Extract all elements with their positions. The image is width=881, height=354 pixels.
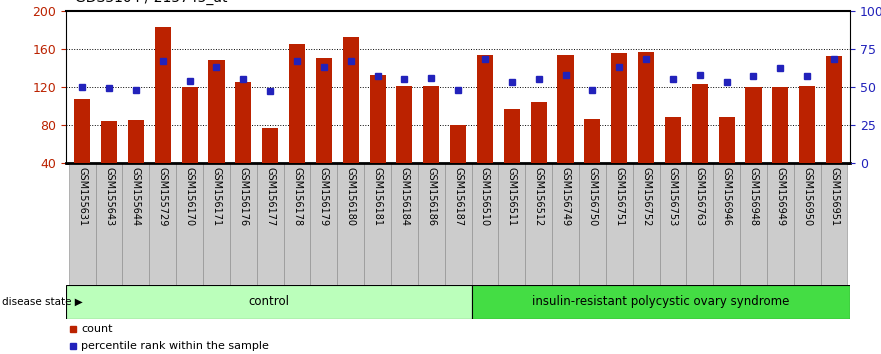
Text: GSM156177: GSM156177 (265, 166, 275, 226)
Bar (773, 87, 788, 201)
Bar (101, 121, 117, 201)
Text: GSM155644: GSM155644 (131, 166, 141, 225)
Bar (284, 163, 310, 285)
Bar (262, 128, 278, 201)
Text: GSM156180: GSM156180 (345, 166, 356, 225)
Bar (66, 285, 471, 319)
Bar (364, 163, 391, 285)
Text: disease state ▶: disease state ▶ (2, 297, 83, 307)
Text: GSM156753: GSM156753 (668, 166, 678, 226)
Text: GSM156763: GSM156763 (695, 166, 705, 225)
Text: GSM156181: GSM156181 (373, 166, 382, 225)
Bar (396, 86, 412, 201)
Bar (369, 75, 386, 201)
Bar (310, 163, 337, 285)
Bar (740, 163, 767, 285)
Text: GSM156184: GSM156184 (399, 166, 410, 225)
Text: GSM156511: GSM156511 (507, 166, 517, 225)
Bar (745, 87, 761, 201)
Text: GSM156750: GSM156750 (588, 166, 597, 226)
Text: GSM156170: GSM156170 (185, 166, 195, 225)
Bar (820, 163, 848, 285)
Text: GSM156946: GSM156946 (722, 166, 731, 225)
Bar (181, 87, 197, 201)
Text: control: control (248, 295, 289, 308)
Text: count: count (81, 324, 113, 334)
Bar (235, 82, 251, 201)
Bar (638, 52, 654, 201)
Bar (504, 109, 520, 201)
Bar (471, 285, 850, 319)
Text: GSM156752: GSM156752 (641, 166, 651, 226)
Bar (499, 163, 525, 285)
Text: GSM156951: GSM156951 (829, 166, 839, 225)
Text: GSM156179: GSM156179 (319, 166, 329, 225)
Bar (579, 163, 606, 285)
Text: insulin-resistant polycystic ovary syndrome: insulin-resistant polycystic ovary syndr… (532, 295, 789, 308)
Bar (633, 163, 660, 285)
Bar (767, 163, 794, 285)
Bar (96, 163, 122, 285)
Bar (176, 163, 203, 285)
Bar (74, 99, 90, 201)
Text: GSM156949: GSM156949 (775, 166, 785, 225)
Bar (584, 119, 601, 201)
Text: GSM155729: GSM155729 (158, 166, 167, 226)
Bar (471, 163, 499, 285)
Bar (418, 163, 445, 285)
Text: GSM156176: GSM156176 (238, 166, 248, 225)
Bar (826, 56, 842, 201)
Bar (445, 163, 471, 285)
Text: GSM155631: GSM155631 (78, 166, 87, 225)
Text: GSM156178: GSM156178 (292, 166, 302, 225)
Bar (530, 102, 547, 201)
Bar (686, 163, 714, 285)
Bar (155, 27, 171, 201)
Bar (69, 163, 96, 285)
Bar (149, 163, 176, 285)
Text: percentile rank within the sample: percentile rank within the sample (81, 341, 270, 351)
Bar (289, 44, 305, 201)
Bar (256, 163, 284, 285)
Bar (315, 58, 332, 201)
Text: GSM156510: GSM156510 (480, 166, 490, 225)
Bar (611, 53, 627, 201)
Text: GSM156751: GSM156751 (614, 166, 625, 226)
Bar (714, 163, 740, 285)
Bar (525, 163, 552, 285)
Bar (423, 86, 440, 201)
Bar (337, 163, 364, 285)
Text: GSM156749: GSM156749 (560, 166, 571, 225)
Bar (343, 37, 359, 201)
Bar (799, 86, 815, 201)
Bar (794, 163, 820, 285)
Bar (719, 117, 735, 201)
Text: GSM156948: GSM156948 (749, 166, 759, 225)
Text: GSM156186: GSM156186 (426, 166, 436, 225)
Bar (558, 55, 574, 201)
Text: GSM156187: GSM156187 (453, 166, 463, 225)
Text: GDS3104 / 215745_at: GDS3104 / 215745_at (75, 0, 227, 5)
Bar (391, 163, 418, 285)
Text: GSM155643: GSM155643 (104, 166, 114, 225)
Text: GSM156171: GSM156171 (211, 166, 221, 225)
Text: GSM156512: GSM156512 (534, 166, 544, 226)
Bar (128, 120, 144, 201)
Bar (450, 125, 466, 201)
Bar (665, 117, 681, 201)
Bar (209, 60, 225, 201)
Bar (230, 163, 256, 285)
Bar (203, 163, 230, 285)
Bar (122, 163, 149, 285)
Bar (660, 163, 686, 285)
Bar (606, 163, 633, 285)
Bar (692, 84, 707, 201)
Bar (477, 55, 493, 201)
Bar (552, 163, 579, 285)
Text: GSM156950: GSM156950 (803, 166, 812, 225)
